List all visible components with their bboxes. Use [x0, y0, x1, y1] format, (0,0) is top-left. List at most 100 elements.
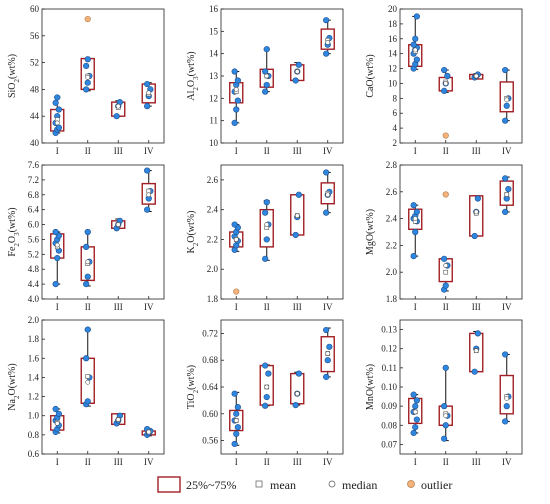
x-tick-label: IV — [323, 302, 333, 312]
y-axis-label: Al2O3(wt%) — [186, 51, 200, 100]
data-point — [295, 370, 302, 377]
median-marker — [325, 351, 331, 356]
data-point — [54, 254, 61, 262]
y-tick-label: 44 — [30, 111, 40, 121]
median-marker — [443, 263, 449, 268]
y-axis-label-subscript: 2 — [13, 243, 21, 247]
data-point — [442, 364, 449, 371]
data-point — [234, 97, 241, 104]
y-tick-label: 1.2 — [28, 392, 39, 402]
y-tick-label: 6.4 — [28, 205, 40, 215]
y-tick-label: 0.72 — [202, 328, 218, 338]
median-marker — [443, 413, 449, 419]
mean-marker — [443, 269, 449, 275]
data-point — [55, 106, 62, 113]
median-marker — [294, 391, 300, 397]
median-marker — [233, 237, 239, 242]
y-tick-label: 1.8 — [28, 334, 40, 344]
median-marker — [54, 420, 60, 426]
panel-4: 4.04.44.85.25.66.06.46.87.27.6I II III IVFe… — [7, 160, 165, 312]
box-group-III — [290, 370, 305, 409]
data-point — [262, 88, 269, 95]
x-tick-label: I — [235, 146, 238, 156]
data-point — [52, 99, 59, 106]
data-point — [234, 404, 241, 411]
y-tick-label: 52 — [30, 58, 39, 68]
median-marker — [504, 97, 510, 103]
y-tick-label: 0.12 — [381, 344, 397, 354]
data-point — [323, 326, 330, 334]
plot-frame — [399, 8, 523, 144]
x-tick-label: IV — [502, 146, 512, 156]
y-axis-label-part: (wt%) — [186, 365, 197, 390]
data-point — [144, 103, 151, 110]
y-axis-label-part: Na — [7, 398, 18, 410]
box-group-II — [259, 362, 274, 409]
y-tick-label: 10 — [388, 78, 398, 88]
data-point — [502, 418, 509, 425]
box-group-I — [50, 94, 65, 137]
y-tick-label: 40 — [30, 138, 40, 148]
median-marker — [115, 103, 121, 109]
data-point — [52, 228, 59, 236]
box-group-I — [50, 228, 65, 288]
y-axis-label-part: (wt%) — [7, 54, 18, 79]
y-tick-label: 1.8 — [386, 294, 398, 304]
data-point — [52, 281, 59, 288]
y-axis-label-subscript: 2 — [13, 395, 21, 399]
y-axis-label-part: O(wt%) — [186, 211, 197, 243]
data-point — [144, 206, 151, 213]
y-axis-label: TiO2(wt%) — [186, 365, 200, 409]
median-marker — [115, 222, 121, 227]
y-tick-label: 16 — [209, 4, 219, 14]
data-point — [413, 208, 420, 215]
data-point — [502, 175, 509, 182]
data-point — [324, 357, 331, 364]
y-tick-label: 2.8 — [386, 160, 398, 170]
data-point — [412, 35, 419, 42]
median-marker — [504, 396, 510, 401]
data-point — [474, 330, 481, 337]
y-tick-label: 0.64 — [202, 382, 218, 392]
data-point — [233, 410, 240, 417]
data-point — [234, 424, 241, 431]
y-tick-label: 10 — [209, 138, 219, 148]
data-point — [234, 77, 241, 84]
median-marker — [473, 73, 479, 79]
y-tick-label: 4.8 — [28, 264, 40, 274]
median-marker — [85, 379, 91, 385]
box-group-III — [111, 217, 126, 232]
y-tick-label: 1.8 — [207, 294, 219, 304]
data-point — [323, 17, 330, 24]
y-axis-label-part: MnO(wt%) — [365, 364, 376, 410]
y-axis-label: K2O(wt%) — [186, 211, 200, 254]
data-point — [295, 191, 302, 198]
x-tick-label: II — [443, 457, 449, 467]
y-tick-label: 2.2 — [207, 234, 218, 244]
y-tick-label: 12 — [388, 64, 397, 74]
y-tick-label: 15 — [209, 26, 219, 36]
data-point — [292, 401, 299, 409]
plot-frame — [399, 164, 523, 300]
data-point — [412, 424, 419, 431]
legend: 25%~75% mean median outlier — [157, 476, 452, 493]
box-group-I — [408, 202, 423, 260]
data-point — [444, 72, 451, 80]
y-tick-label: 56 — [30, 31, 40, 41]
data-point — [292, 231, 299, 239]
data-point — [233, 106, 240, 113]
y-tick-label: 60 — [30, 4, 40, 14]
x-tick-label: III — [114, 302, 123, 312]
panel-9: 0.070.080.090.100.110.120.13I II III IVMnO(… — [365, 319, 523, 467]
box-group-III — [290, 191, 305, 239]
y-axis-label: MnO(wt%) — [365, 364, 376, 410]
box-group-IV — [320, 326, 335, 381]
y-tick-label: 2.0 — [386, 267, 398, 277]
data-point — [503, 403, 510, 410]
data-point — [231, 119, 238, 126]
x-tick-label: I — [56, 146, 59, 156]
box-group-III — [111, 412, 126, 427]
y-axis-label-part: O — [7, 236, 18, 243]
